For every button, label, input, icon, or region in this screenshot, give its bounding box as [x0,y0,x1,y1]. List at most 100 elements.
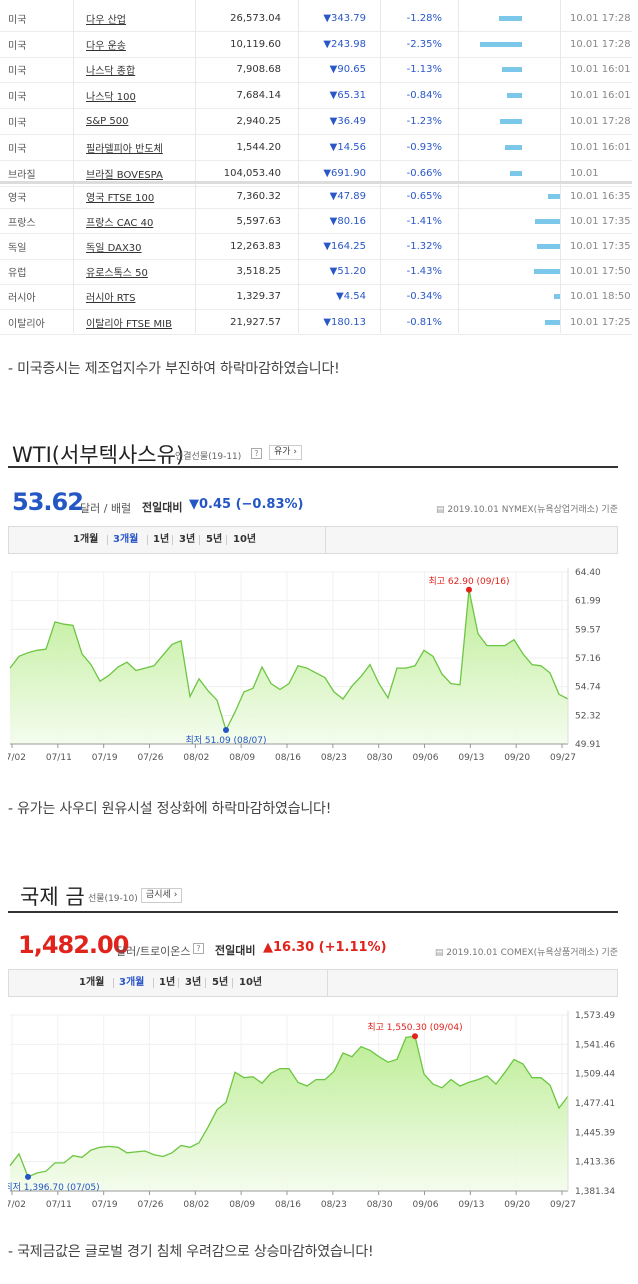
gold-unit: 달러/트로이온스 [116,945,191,958]
gold-compare-label: 전일대비 [215,944,256,957]
x-tick-label: 09/06 [413,753,439,763]
gold-title: 국제 금 [20,885,85,909]
tab-3y[interactable]: 3년 [179,534,196,545]
x-tick-label: 07/02 [8,1200,26,1210]
index-country: 미국 [8,92,27,104]
us-market-note: - 미국증시는 제조업지수가 부진하여 하락마감하였습니다! [8,361,340,377]
tab-10y[interactable]: 10년 [239,977,263,988]
price-area [10,589,568,744]
index-row: 미국 나스닥 종합 7,908.68 ▼90.65 -1.13% 10.01 16:01 [0,58,632,84]
y-tick-label: 49.91 [575,740,601,750]
help-icon[interactable]: ? [251,448,262,459]
price-line [9,1035,569,1178]
index-change: ▼90.65 [329,64,366,76]
tab-5y[interactable]: 5년 [206,534,223,545]
tab-10y[interactable]: 10년 [233,534,257,545]
index-name-link[interactable]: 유로스톡스 50 [86,268,148,280]
gold-price-button[interactable]: 금시세 › [141,888,183,903]
y-tick-label: 61.99 [575,597,601,607]
y-tick-label: 1,381.34 [575,1187,615,1197]
index-change-pct: -0.81% [406,316,442,328]
y-tick-label: 1,445.39 [575,1128,615,1138]
index-change-pct: -2.35% [406,38,442,50]
index-row: 브라질 브라질 BOVESPA 104,053.40 ▼691.90 -0.66% 10.… [0,161,632,187]
index-time: 10.01 16:01 [570,64,631,76]
index-change-pct: -0.84% [406,90,442,102]
change-bar [458,83,560,108]
tab-1m[interactable]: 1개월 [73,534,99,545]
index-change: ▼343.79 [323,12,366,24]
tab-3m[interactable]: 3개월 [119,977,145,988]
index-change: ▼36.49 [329,116,366,128]
low-point [223,726,229,733]
change-bar [458,109,560,134]
index-name-link[interactable]: 영국 FTSE 100 [86,192,155,204]
index-row: 이탈리아 이탈리아 FTSE MIB 21,927.57 ▼180.13 -0.81% 1… [0,310,632,336]
change-bar-fill [545,319,560,325]
index-value: 5,597.63 [236,215,281,227]
index-value: 7,908.68 [236,64,281,76]
x-tick-label: 09/06 [413,1200,439,1210]
index-country: 미국 [8,143,27,155]
index-name-link[interactable]: 나스닥 100 [86,92,136,104]
tab-1m[interactable]: 1개월 [79,977,105,988]
tab-3m[interactable]: 3개월 [113,534,139,545]
change-bar-fill [507,93,522,99]
change-bar [458,209,560,233]
index-change: ▼80.16 [329,215,366,227]
index-name-link[interactable]: 이탈리아 FTSE MIB [86,318,172,330]
gold-note: - 국제금값은 글로벌 경기 침체 우려감으로 상승마감하였습니다! [8,1244,374,1260]
tab-5y[interactable]: 5년 [212,977,229,988]
y-tick-label: 1,509.44 [575,1070,615,1080]
x-tick-label: 07/11 [46,1200,72,1210]
table-block-divider [0,181,632,184]
tab-1y[interactable]: 1년 [153,534,170,545]
index-name-link[interactable]: 러시아 RTS [86,293,136,305]
index-name-link[interactable]: 다우 운송 [86,40,126,52]
document-icon: ▤ [434,948,447,958]
index-name-link[interactable]: 다우 산업 [86,14,126,26]
index-change: ▼65.31 [329,90,366,102]
index-value: 21,927.57 [230,316,281,328]
index-name-link[interactable]: 독일 DAX30 [86,242,142,254]
help-icon[interactable]: ? [193,943,204,954]
x-tick-label: 07/19 [92,753,118,763]
index-name-link[interactable]: 프랑스 CAC 40 [86,217,154,229]
x-tick-label: 08/30 [367,753,393,763]
tab-3y[interactable]: 3년 [185,977,202,988]
index-country: 유럽 [8,268,27,280]
tab-1y[interactable]: 1년 [159,977,176,988]
x-tick-label: 09/13 [458,753,484,763]
index-name-link[interactable]: 브라질 BOVESPA [86,169,163,181]
index-country: 프랑스 [8,217,36,229]
index-name-link[interactable]: S&P 500 [86,116,129,128]
index-time: 10.01 16:01 [570,141,631,153]
index-change: ▼47.89 [329,190,366,202]
x-tick-label: 07/26 [138,1200,164,1210]
y-tick-label: 64.40 [575,568,601,578]
index-time: 10.01 16:01 [570,90,631,102]
index-row: 미국 S&P 500 2,940.25 ▼36.49 -1.23% 10.01 17:28 [0,109,632,135]
x-tick-label: 07/11 [46,753,72,763]
x-tick-label: 08/02 [183,753,209,763]
wti-price: 53.62 [12,488,84,516]
index-value: 10,119.60 [230,38,281,50]
panel-top-rule [8,911,618,913]
oil-price-button[interactable]: 유가 › [269,445,303,460]
low-label: 최저 51.09 (08/07) [185,735,266,746]
index-time: 10.01 17:35 [570,215,631,227]
index-row: 미국 다우 산업 26,573.04 ▼343.79 -1.28% 10.01 17:28 [0,6,632,32]
change-bar-fill [534,269,560,275]
index-name-link[interactable]: 필라델피아 반도체 [86,143,163,155]
index-row: 미국 다우 운송 10,119.60 ▼243.98 -2.35% 10.01 17:28 [0,32,632,58]
index-name-link[interactable]: 나스닥 종합 [86,66,136,78]
high-point [466,586,472,593]
index-change-pct: -1.32% [406,240,442,252]
index-change-pct: -0.34% [406,291,442,303]
index-time: 10.01 17:28 [570,12,631,24]
index-row: 영국 영국 FTSE 100 7,360.32 ▼47.89 -0.65% 10.01 1… [0,184,632,210]
index-time: 10.01 17:28 [570,38,631,50]
price-area [10,1036,568,1191]
y-tick-label: 59.57 [575,625,601,635]
change-bar [458,234,560,258]
